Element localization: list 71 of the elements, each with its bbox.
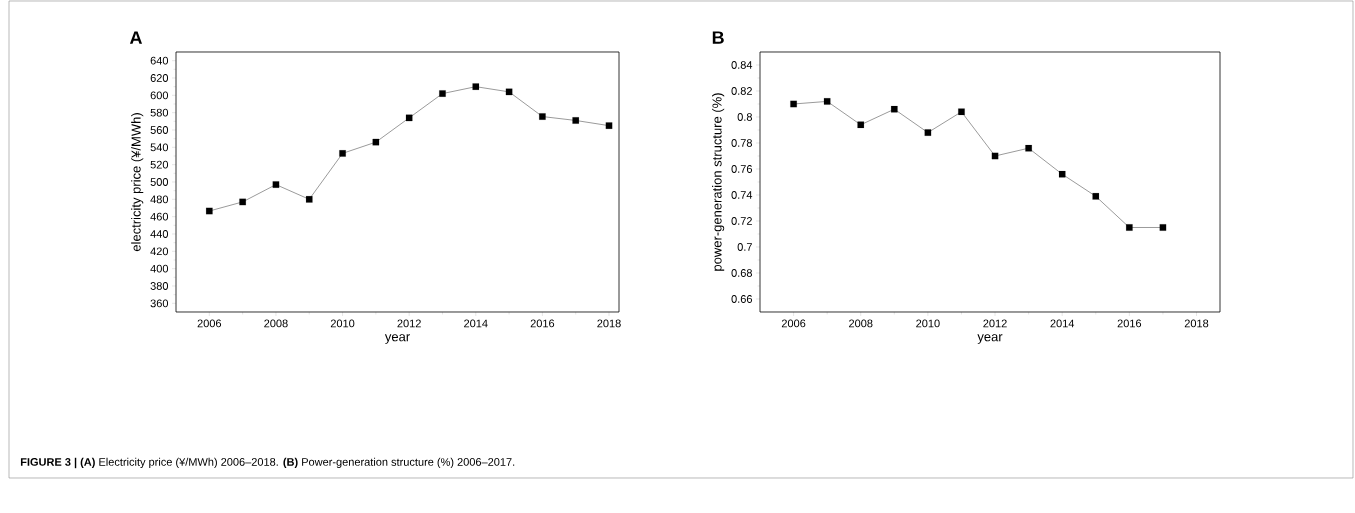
point xyxy=(206,207,213,215)
point xyxy=(605,122,613,129)
y-tick-label: 0.68 xyxy=(731,269,752,277)
chart-title: A xyxy=(129,31,143,44)
point xyxy=(857,121,864,129)
x-tick-label: 2008 xyxy=(849,319,873,328)
point xyxy=(924,129,932,136)
point xyxy=(239,198,246,206)
point xyxy=(1092,193,1100,200)
point xyxy=(405,114,413,122)
y-tick-label: 440 xyxy=(150,230,169,238)
point xyxy=(372,138,380,146)
x-tick-label: 2016 xyxy=(530,319,555,328)
point xyxy=(823,98,831,105)
x-tick-label: 2008 xyxy=(264,319,288,328)
point xyxy=(891,105,898,113)
y-tick-label: 0.82 xyxy=(731,87,752,95)
point xyxy=(539,113,546,120)
y-tick-label: 0.74 xyxy=(731,191,753,199)
y-tick-label: 560 xyxy=(150,126,169,134)
x-tick-label: 2010 xyxy=(330,319,355,328)
y-tick-label: 540 xyxy=(150,143,169,152)
x-tick-label: 2018 xyxy=(597,319,621,328)
point xyxy=(339,150,346,157)
y-tick-label: 0.72 xyxy=(731,217,752,225)
x-tick-label: 2010 xyxy=(916,319,940,328)
point xyxy=(790,100,797,108)
point xyxy=(572,117,579,124)
point xyxy=(439,90,446,97)
x-tick-label: 2014 xyxy=(1050,319,1075,328)
x-axis-title: year xyxy=(384,334,410,344)
point xyxy=(1126,224,1133,231)
chart-title: B xyxy=(712,31,724,44)
y-axis-title: electricity price (¥/MWh) xyxy=(131,113,144,252)
y-tick-label: 500 xyxy=(150,178,169,186)
y-tick-label: 620 xyxy=(150,74,169,82)
x-tick-label: 2006 xyxy=(197,319,222,328)
x-tick-label: 2006 xyxy=(781,319,806,328)
point xyxy=(991,152,999,160)
point xyxy=(1159,224,1167,231)
point xyxy=(472,83,480,90)
x-tick-label: 2018 xyxy=(1184,319,1209,328)
y-tick-label: 600 xyxy=(150,91,169,100)
x-tick-label: 2016 xyxy=(1117,319,1142,328)
y-tick-label: 400 xyxy=(150,264,169,273)
point xyxy=(1025,144,1032,152)
y-tick-label: 0.66 xyxy=(731,295,752,303)
y-axis-title: power-generation structure (%) xyxy=(712,93,725,271)
y-tick-label: 0.78 xyxy=(731,139,752,147)
y-tick-label: 0.84 xyxy=(731,61,753,69)
y-tick-label: 640 xyxy=(150,56,169,65)
x-tick-label: 2012 xyxy=(983,319,1007,328)
x-tick-label: 2012 xyxy=(397,319,421,328)
y-tick-label: 420 xyxy=(150,247,169,256)
point xyxy=(305,196,313,203)
point xyxy=(958,108,965,116)
y-tick-label: 0.7 xyxy=(737,243,752,251)
point xyxy=(505,88,513,96)
point xyxy=(1058,170,1066,178)
y-tick-label: 380 xyxy=(150,282,169,290)
point xyxy=(272,181,280,188)
y-tick-label: 460 xyxy=(150,212,169,221)
y-tick-label: 0.76 xyxy=(731,165,752,173)
x-tick-label: 2014 xyxy=(464,319,488,328)
text: FIGURE 3 | (A) Electricity price (¥/MWh) 2006–2018. (B) Power-generation structure (%) 2006–2017. xyxy=(20,457,515,469)
x-axis-title: year xyxy=(977,334,1003,344)
y-tick-label: 580 xyxy=(150,108,169,117)
y-tick-label: 360 xyxy=(150,299,169,308)
y-tick-label: 520 xyxy=(150,160,169,169)
y-tick-label: 0.8 xyxy=(737,113,752,121)
y-tick-label: 480 xyxy=(150,195,169,204)
